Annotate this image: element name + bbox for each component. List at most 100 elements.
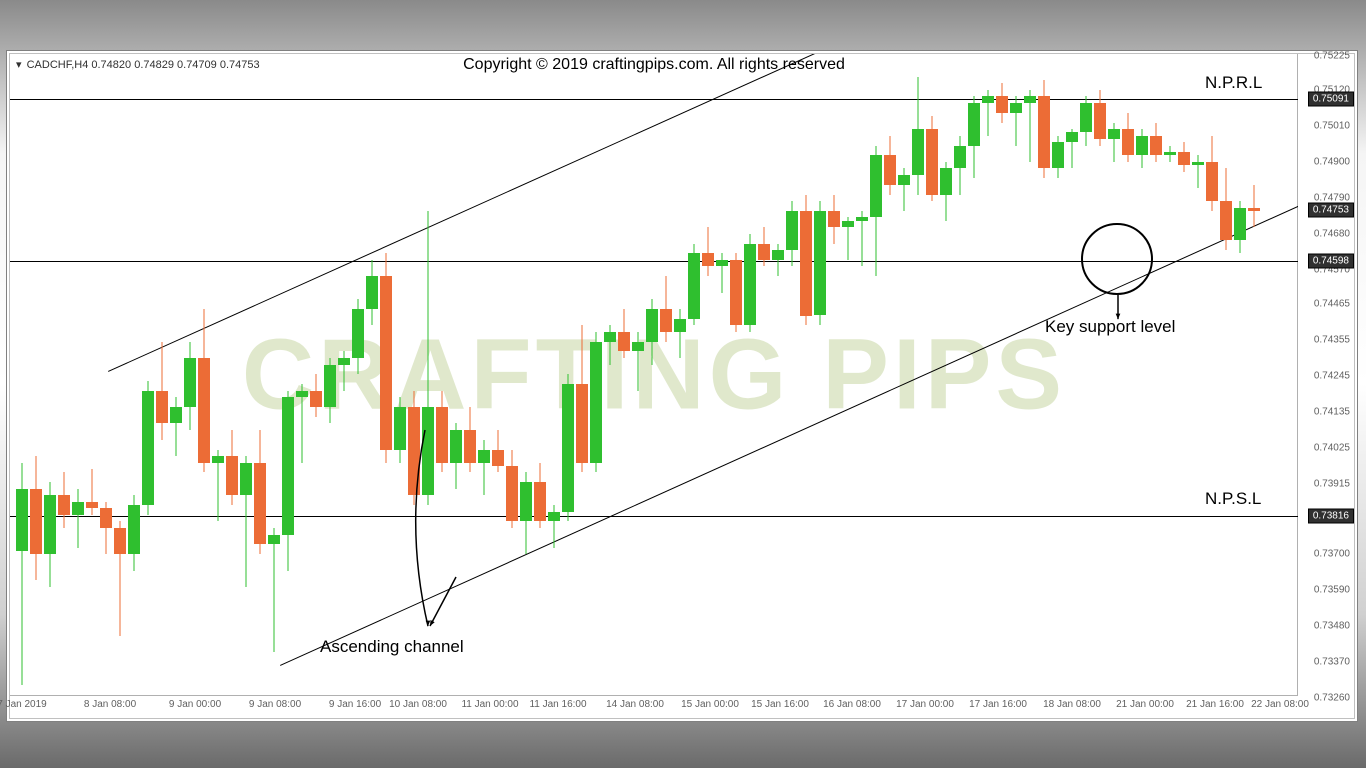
candle[interactable]: [114, 521, 126, 635]
plot-area[interactable]: ▾ CADCHF,H4 0.74820 0.74829 0.74709 0.74…: [10, 54, 1298, 696]
candle[interactable]: [716, 253, 728, 292]
candle[interactable]: [772, 244, 784, 277]
candle[interactable]: [758, 227, 770, 266]
candle[interactable]: [310, 374, 322, 416]
candle[interactable]: [702, 227, 714, 276]
candle[interactable]: [282, 391, 294, 571]
candle[interactable]: [226, 430, 238, 505]
candle[interactable]: [58, 472, 70, 528]
candle[interactable]: [296, 384, 308, 462]
price-tag: 0.74598: [1308, 253, 1354, 268]
candle[interactable]: [100, 502, 112, 554]
candle[interactable]: [548, 505, 560, 547]
candle[interactable]: [1066, 129, 1078, 168]
y-tick: 0.74025: [1314, 442, 1350, 453]
candle[interactable]: [366, 260, 378, 325]
channel-line[interactable]: [108, 54, 900, 372]
candle[interactable]: [198, 309, 210, 472]
candle[interactable]: [786, 201, 798, 266]
candle[interactable]: [1038, 80, 1050, 178]
candle[interactable]: [898, 168, 910, 210]
candle[interactable]: [240, 456, 252, 587]
candle[interactable]: [534, 463, 546, 528]
annotation-label: Ascending channel: [320, 637, 464, 657]
candle[interactable]: [492, 430, 504, 472]
x-tick: 21 Jan 16:00: [1186, 699, 1244, 710]
candle[interactable]: [968, 96, 980, 178]
candle[interactable]: [128, 495, 140, 570]
dropdown-icon[interactable]: ▾: [16, 58, 22, 71]
candle[interactable]: [744, 234, 756, 332]
candle[interactable]: [254, 430, 266, 554]
candle[interactable]: [212, 450, 224, 522]
horizontal-line[interactable]: [10, 516, 1298, 517]
candle[interactable]: [590, 332, 602, 473]
candle[interactable]: [674, 309, 686, 358]
candle[interactable]: [1052, 136, 1064, 178]
annotation-label: Key support level: [1045, 317, 1175, 337]
candle[interactable]: [1164, 146, 1176, 162]
candle[interactable]: [1136, 129, 1148, 168]
candle[interactable]: [352, 299, 364, 374]
candle[interactable]: [450, 423, 462, 488]
x-tick: 9 Jan 16:00: [329, 699, 381, 710]
candle[interactable]: [646, 299, 658, 364]
candle[interactable]: [1024, 90, 1036, 162]
price-tag: 0.73816: [1308, 509, 1354, 524]
candle[interactable]: [954, 136, 966, 195]
candle[interactable]: [1220, 168, 1232, 250]
candle[interactable]: [842, 217, 854, 259]
candle[interactable]: [1248, 185, 1260, 227]
candle[interactable]: [814, 201, 826, 325]
candle[interactable]: [576, 325, 588, 472]
candle[interactable]: [884, 136, 896, 195]
candle[interactable]: [632, 332, 644, 391]
candle[interactable]: [1108, 123, 1120, 162]
candle[interactable]: [688, 244, 700, 326]
candle[interactable]: [1150, 123, 1162, 162]
candle[interactable]: [912, 77, 924, 195]
candle[interactable]: [506, 450, 518, 528]
candle[interactable]: [982, 90, 994, 136]
candle[interactable]: [324, 358, 336, 423]
candle[interactable]: [1094, 90, 1106, 146]
candle[interactable]: [464, 407, 476, 472]
candle[interactable]: [380, 253, 392, 462]
candle[interactable]: [996, 83, 1008, 122]
candle[interactable]: [1192, 155, 1204, 188]
x-tick: 9 Jan 08:00: [249, 699, 301, 710]
candle[interactable]: [268, 528, 280, 652]
candle[interactable]: [828, 195, 840, 244]
candle[interactable]: [730, 253, 742, 331]
candle[interactable]: [478, 440, 490, 496]
candle[interactable]: [520, 472, 532, 554]
candle[interactable]: [142, 381, 154, 515]
candle[interactable]: [660, 276, 672, 341]
candle[interactable]: [170, 397, 182, 456]
candle[interactable]: [1206, 136, 1218, 211]
arrow-annotation: [420, 567, 466, 636]
x-tick: 22 Jan 08:00: [1251, 699, 1309, 710]
candle[interactable]: [86, 469, 98, 515]
candle[interactable]: [184, 342, 196, 430]
candle[interactable]: [16, 463, 28, 685]
candle[interactable]: [800, 195, 812, 326]
candle[interactable]: [562, 374, 574, 521]
candle[interactable]: [1178, 142, 1190, 171]
candle[interactable]: [338, 351, 350, 390]
candle[interactable]: [1122, 113, 1134, 162]
candle[interactable]: [72, 489, 84, 548]
candle[interactable]: [870, 146, 882, 277]
candle[interactable]: [618, 309, 630, 358]
y-tick: 0.74900: [1314, 156, 1350, 167]
candle[interactable]: [604, 325, 616, 364]
candle[interactable]: [1234, 201, 1246, 253]
candle[interactable]: [940, 162, 952, 221]
candle[interactable]: [926, 116, 938, 201]
candle[interactable]: [1010, 96, 1022, 145]
candle[interactable]: [44, 482, 56, 587]
candle[interactable]: [856, 211, 868, 267]
candle[interactable]: [30, 456, 42, 580]
candle[interactable]: [1080, 96, 1092, 145]
candle[interactable]: [156, 342, 168, 440]
